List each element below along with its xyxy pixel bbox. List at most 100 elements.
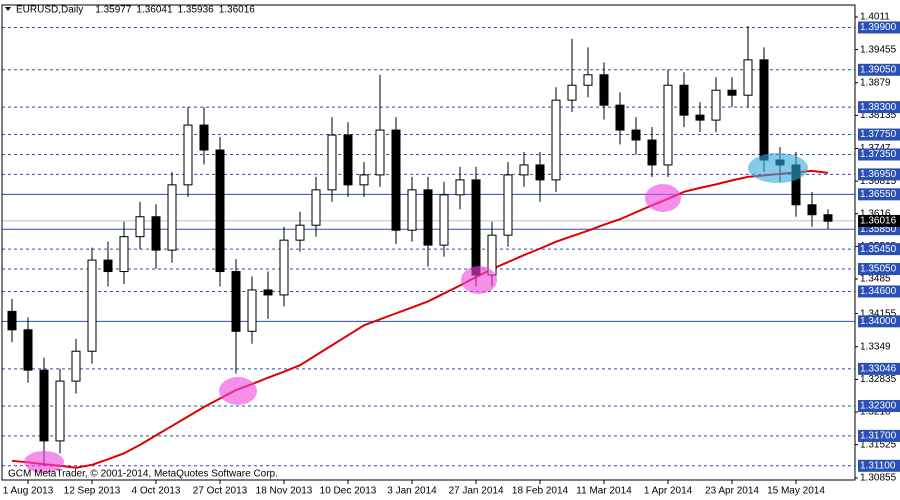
y-tick-label: 1.32835 <box>860 374 897 385</box>
level-label-box <box>858 243 900 256</box>
candle-body <box>279 239 289 296</box>
level-label: 1.31100 <box>860 460 896 471</box>
candle-body <box>823 214 833 222</box>
level-label: 1.35850 <box>860 224 897 235</box>
y-tick-label: 1.34155 <box>860 308 897 319</box>
candle-body <box>231 271 241 332</box>
candle-body <box>295 224 305 241</box>
level-label-box <box>858 429 900 442</box>
candle-body <box>151 216 161 251</box>
candle-body <box>23 329 33 371</box>
candle-body <box>167 184 177 251</box>
candle-body <box>423 189 433 246</box>
candle-body <box>503 174 513 236</box>
candle-body <box>55 380 65 442</box>
y-tick-label: 1.38135 <box>860 110 897 121</box>
header-value: 1.35936 <box>178 5 215 16</box>
header-value: 1.36041 <box>136 5 173 16</box>
moving-average <box>11 169 829 469</box>
y-tick-label: 1.31525 <box>860 439 897 450</box>
candle-body <box>695 114 705 121</box>
y-tick-label: 1.3485 <box>860 274 891 285</box>
candle-body <box>519 164 529 176</box>
level-label-box <box>858 315 900 328</box>
level-label: 1.32300 <box>860 401 897 412</box>
candle-body <box>247 289 257 332</box>
highlight-ellipse <box>219 377 257 405</box>
levels-layer <box>2 26 855 467</box>
candle-body <box>375 129 385 176</box>
level-label-box <box>858 459 900 472</box>
candle-body <box>39 369 49 442</box>
highlight-ellipse <box>461 266 497 294</box>
menu-arrow[interactable] <box>5 7 11 11</box>
x-tick-label: 4 Oct 2013 <box>132 486 181 497</box>
y-tick-label: 1.4011 <box>860 12 890 23</box>
candle-body <box>663 84 673 166</box>
level-label-box <box>858 285 900 298</box>
candle-body <box>743 59 753 96</box>
level-label-box <box>858 263 900 276</box>
x-tick-label: 11 Mar 2014 <box>576 486 632 497</box>
level-label: 1.31700 <box>860 431 897 442</box>
x-tick-label: 23 Apr 2014 <box>705 486 759 497</box>
candle-body <box>727 89 737 96</box>
level-label-box <box>858 21 900 34</box>
x-tick-label: 10 Dec 2013 <box>320 486 377 497</box>
annotations <box>24 153 808 473</box>
candle-body <box>119 236 129 273</box>
highlight-ellipse <box>645 184 681 212</box>
highlight-ellipse <box>24 451 64 473</box>
x-tick-label: 12 Sep 2013 <box>64 486 121 497</box>
y-tick-label: 1.3218 <box>860 407 891 418</box>
last-price-label: 1.36016 <box>860 216 897 227</box>
level-label-box <box>858 148 900 161</box>
level-label-box <box>858 128 900 141</box>
candle-body <box>615 104 625 131</box>
candle-body <box>711 89 721 121</box>
chart-title: EURUSD,Daily <box>16 5 83 16</box>
y-tick-label: 1.30855 <box>860 473 897 484</box>
candle-body <box>343 134 353 186</box>
y-tick-label: 1.3349 <box>860 341 891 352</box>
candle-body <box>679 84 689 116</box>
ma-layer <box>11 169 829 469</box>
level-label: 1.38300 <box>860 102 897 113</box>
candle-body <box>391 129 401 231</box>
level-label: 1.39050 <box>860 64 897 75</box>
last-price-box <box>858 214 900 227</box>
candle-body <box>647 139 657 166</box>
x-tick-label: 1 Apr 2014 <box>644 486 693 497</box>
level-label: 1.37750 <box>860 129 897 140</box>
candle-body <box>87 259 97 352</box>
y-tick-label: 1.39455 <box>860 44 897 55</box>
header-value: 1.35977 <box>95 5 132 16</box>
level-label-box <box>858 63 900 76</box>
candle-body <box>199 124 209 151</box>
candle-body <box>583 74 593 86</box>
level-label-box <box>858 168 900 181</box>
axis-layer: 1.40111.394551.38791.381351.37471.368151… <box>3 12 900 497</box>
candle-body <box>311 189 321 226</box>
candle-body <box>455 179 465 196</box>
level-label: 1.35050 <box>860 264 897 275</box>
candle-body <box>471 179 481 276</box>
level-label-box <box>858 101 900 114</box>
level-label: 1.33046 <box>860 364 897 375</box>
candle-body <box>807 204 817 216</box>
level-label-box <box>858 188 900 201</box>
level-label: 1.39900 <box>860 22 897 33</box>
candle-body <box>631 129 641 141</box>
candle-body <box>551 99 561 181</box>
candle-body <box>567 84 577 101</box>
candle-body <box>599 74 609 106</box>
x-tick-label: 3 Jan 2014 <box>387 486 437 497</box>
candle-body <box>407 189 417 231</box>
candle-body <box>71 350 81 382</box>
level-label: 1.37350 <box>860 149 897 160</box>
candle-body <box>135 216 145 238</box>
candle-body <box>183 124 193 186</box>
watermark: GCM MetaTrader, © 2001-2014, MetaQuotes … <box>8 469 278 480</box>
level-label: 1.34000 <box>860 316 897 327</box>
